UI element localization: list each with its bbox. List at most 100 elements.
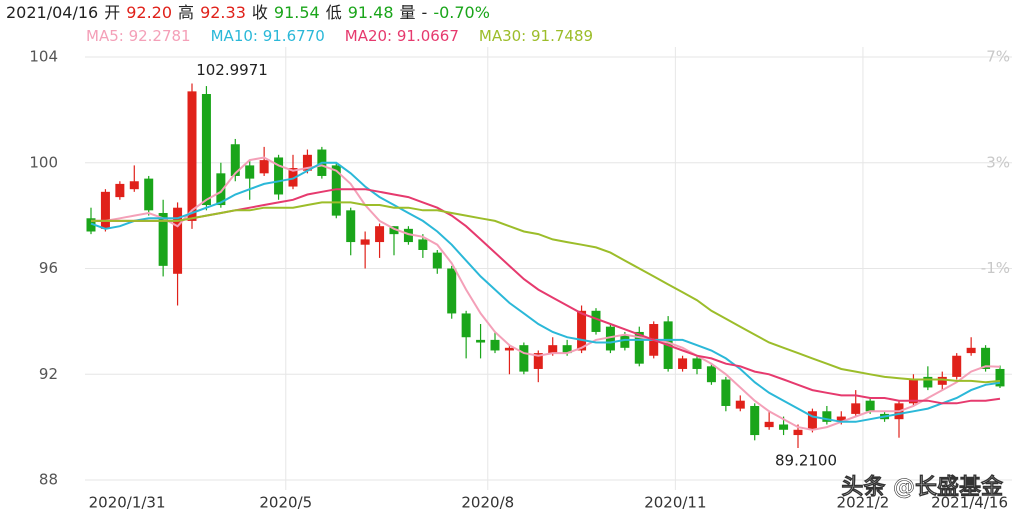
candle-body	[764, 421, 774, 428]
candle-body	[115, 183, 125, 198]
candle-body	[86, 218, 96, 232]
y2-tick-label: 3%	[986, 153, 1010, 171]
candle-body	[836, 416, 846, 422]
watermark: 头条 @长盛基金	[841, 474, 1004, 500]
candle-body	[793, 429, 803, 436]
candle-body	[692, 358, 702, 369]
candle-body	[822, 411, 832, 422]
candle-body	[173, 207, 183, 274]
y2-tick-label: 7%	[986, 48, 1010, 66]
candle-body	[201, 94, 211, 206]
candle-body	[678, 358, 688, 369]
extreme-label: 89.2100	[775, 452, 837, 470]
candle-body	[389, 226, 399, 235]
candle-body	[274, 157, 284, 195]
x-tick-label: 2020/11	[644, 494, 706, 512]
ma-line	[91, 201, 1001, 384]
header-item: 91.54	[274, 3, 320, 22]
header-item: -	[422, 3, 428, 22]
candle-body	[851, 403, 861, 414]
candle-body	[721, 379, 731, 406]
header-item: 2021/04/16	[6, 3, 98, 22]
candle-body	[908, 379, 918, 404]
ma-line	[91, 156, 1001, 431]
candle-body	[865, 400, 875, 412]
candle-body	[937, 376, 947, 385]
header-item: 量	[400, 3, 416, 22]
x-tick-label: 2020/5	[259, 494, 312, 512]
candle-body	[923, 376, 933, 388]
x-tick-label: 2021/2	[837, 494, 890, 512]
candle-body	[230, 144, 240, 176]
legend-entry: MA20: 91.0667	[345, 27, 459, 45]
candle-body	[302, 154, 312, 171]
candle-body	[375, 226, 385, 243]
candle-body	[952, 355, 962, 377]
candle-body	[620, 334, 630, 348]
y-tick-label: 104	[29, 48, 58, 66]
extreme-label: 102.9971	[196, 61, 268, 79]
candle-body	[735, 400, 745, 409]
candle-body	[548, 345, 558, 354]
x-tick-label: 2020/1/31	[89, 494, 166, 512]
header-item: 收	[252, 3, 268, 22]
y-tick-label: 92	[39, 365, 58, 383]
candle-body	[346, 210, 356, 243]
candle-body	[706, 366, 716, 383]
candle-body	[750, 405, 760, 436]
x-tick-label: 2020/8	[461, 494, 514, 512]
legend-entry: MA30: 91.7489	[479, 27, 593, 45]
candle-body	[360, 239, 370, 245]
candle-body	[245, 165, 255, 179]
y-tick-label: 100	[29, 153, 58, 171]
candle-body	[447, 268, 457, 314]
candle-body	[403, 228, 413, 243]
candle-body	[259, 160, 269, 174]
candle-body	[216, 173, 226, 206]
header-item: 92.20	[126, 3, 172, 22]
y2-tick-label: -1%	[981, 259, 1010, 277]
y-tick-label: 88	[39, 471, 58, 489]
header-item: 92.33	[200, 3, 246, 22]
y-tick-label: 96	[39, 259, 58, 277]
legend: MA5: 92.2781 MA10: 91.6770 MA20: 91.0667 MA…	[86, 27, 593, 45]
header-item: 91.48	[348, 3, 394, 22]
candle-body	[158, 212, 168, 266]
x-tick-label: 2021/4/16	[931, 494, 1008, 512]
candle-body	[577, 310, 587, 351]
header: 2021/04/16 开 92.20 高 92.33 收 91.54 低 91.48 量 - -0.7…	[6, 3, 490, 22]
candle-body	[605, 326, 615, 351]
candle-body	[807, 411, 817, 430]
candle-body	[461, 313, 471, 338]
header-item: -0.70%	[433, 3, 490, 22]
candle-body	[519, 345, 529, 372]
ma-line	[91, 188, 1001, 405]
candle-body	[288, 168, 298, 187]
header-item: 开	[104, 3, 120, 22]
candle-body	[100, 191, 110, 229]
candle-body	[331, 165, 341, 216]
header-item: 低	[326, 3, 342, 22]
candle-body	[504, 347, 514, 351]
candle-body	[562, 345, 572, 354]
candle-body	[591, 310, 601, 332]
header-item: 高	[178, 3, 194, 22]
candle-body	[533, 353, 543, 369]
legend-entry: MA10: 91.6770	[211, 27, 325, 45]
candle-body	[432, 252, 442, 269]
candle-body	[634, 331, 644, 364]
candle-body	[490, 339, 500, 351]
candle-body	[418, 239, 428, 250]
candle-body	[476, 339, 486, 343]
candle-body	[779, 424, 789, 430]
candle-body	[981, 347, 991, 369]
candle-body	[995, 368, 1005, 387]
candle-body	[129, 181, 139, 190]
legend-entry: MA5: 92.2781	[86, 27, 191, 45]
candle-body	[966, 347, 976, 354]
candle-body	[187, 91, 197, 221]
candle-body	[144, 178, 154, 211]
ma-line	[90, 161, 1001, 423]
